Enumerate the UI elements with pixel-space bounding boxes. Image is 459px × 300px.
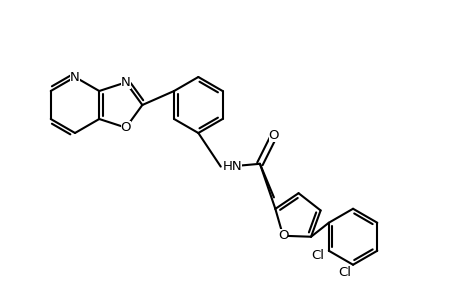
Text: O: O bbox=[268, 129, 279, 142]
Text: HN: HN bbox=[222, 160, 242, 173]
Text: Cl: Cl bbox=[310, 249, 323, 262]
Text: N: N bbox=[70, 70, 80, 83]
Text: O: O bbox=[277, 229, 288, 242]
Text: Cl: Cl bbox=[337, 266, 350, 279]
Text: N: N bbox=[121, 76, 130, 89]
Text: O: O bbox=[120, 121, 131, 134]
